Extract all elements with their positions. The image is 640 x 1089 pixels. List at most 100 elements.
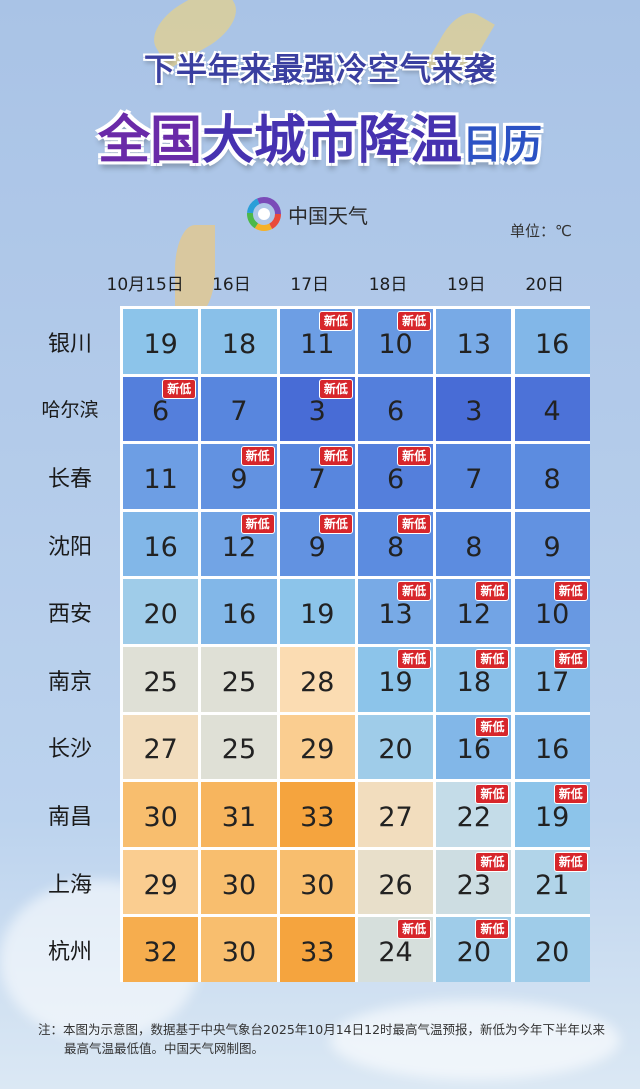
- new-low-badge: 新低: [475, 851, 510, 872]
- temperature-value: 20: [456, 937, 492, 969]
- temperature-value: 8: [543, 463, 561, 495]
- temperature-value: 8: [386, 531, 405, 563]
- city-label: 上海: [47, 872, 92, 898]
- china-weather-pinwheel-icon: [247, 197, 281, 231]
- temperature-cell: 27: [357, 782, 434, 847]
- temperature-value: 7: [230, 396, 248, 428]
- temperature-value: 3: [465, 396, 483, 428]
- temperature-cell: 30: [201, 917, 277, 982]
- city-label: 南京: [47, 669, 92, 695]
- city-label: 西安: [47, 602, 92, 628]
- temperature-cell: 21 新低: [514, 849, 590, 915]
- temperature-value: 29: [143, 869, 178, 901]
- new-low-badge: 新低: [397, 581, 432, 602]
- temperature-value: 6: [386, 463, 405, 495]
- new-low-badge: 新低: [553, 851, 588, 872]
- leaf-decoration: [175, 225, 215, 315]
- temperature-cell: 31: [201, 782, 277, 847]
- temperature-cell: 16: [514, 714, 590, 780]
- footnote: 注：本图为示意图，数据基于中央气象台2025年10月14日12时最高气温预报，新…: [38, 1022, 606, 1056]
- temperature-value: 16: [534, 328, 570, 360]
- temperature-grid: 19 18 11 新低 10 新低 13 16 6 新低 7 3 新低 6 3 4 11 9 新低 7 新低 6 新低 7 8 1…: [120, 306, 590, 982]
- temperature-cell: 7: [201, 376, 277, 442]
- title-part: 全国: [97, 111, 202, 171]
- temperature-value: 7: [465, 463, 483, 495]
- temperature-value: 33: [300, 801, 335, 833]
- temperature-value: 25: [143, 666, 178, 698]
- new-low-badge: 新低: [475, 716, 510, 737]
- temperature-value: 6: [152, 396, 170, 428]
- temperature-cell: 26: [357, 849, 434, 915]
- temperature-value: 26: [378, 869, 413, 901]
- temperature-value: 29: [300, 734, 335, 766]
- city-label: 杭州: [47, 940, 92, 966]
- temperature-cell: 9 新低: [279, 511, 355, 577]
- temperature-cell: 19 新低: [357, 647, 434, 712]
- new-low-badge: 新低: [553, 784, 588, 805]
- temperature-cell: 11: [123, 444, 199, 509]
- temperature-value: 19: [378, 666, 413, 698]
- temperature-cell: 18: [201, 309, 277, 374]
- temperature-value: 21: [534, 869, 570, 901]
- temperature-cell: 30: [279, 849, 355, 915]
- temperature-cell: 16: [201, 579, 277, 644]
- temperature-cell: 25: [201, 714, 277, 780]
- temperature-cell: 20: [514, 917, 590, 982]
- new-low-badge: 新低: [475, 919, 510, 940]
- temperature-value: 17: [534, 666, 570, 698]
- temperature-cell: 10 新低: [357, 309, 434, 374]
- temperature-value: 30: [143, 801, 178, 833]
- temperature-value: 19: [534, 801, 570, 833]
- temperature-cell: 3 新低: [279, 376, 355, 442]
- new-low-badge: 新低: [318, 446, 353, 467]
- temperature-value: 18: [456, 666, 492, 698]
- new-low-badge: 新低: [397, 446, 432, 467]
- new-low-badge: 新低: [475, 649, 510, 669]
- new-low-badge: 新低: [475, 784, 510, 805]
- temperature-value: 13: [378, 599, 413, 631]
- title-line1: 下半年来最强冷空气来袭: [144, 52, 496, 88]
- temperature-cell: 9 新低: [201, 444, 277, 509]
- temperature-value: 19: [300, 599, 335, 631]
- title-part: 大城市降温: [202, 111, 463, 171]
- temperature-cell: 6 新低: [357, 444, 434, 509]
- temperature-value: 11: [143, 463, 178, 495]
- new-low-badge: 新低: [397, 311, 432, 331]
- temperature-cell: 30: [201, 849, 277, 915]
- temperature-value: 24: [378, 937, 413, 969]
- temperature-value: 18: [221, 328, 257, 360]
- temperature-cell: 8: [514, 444, 590, 509]
- logo-text: 中国天气: [288, 203, 368, 228]
- temperature-value: 25: [221, 734, 257, 766]
- temperature-value: 10: [378, 328, 413, 360]
- temperature-value: 20: [143, 599, 178, 631]
- temperature-cell: 19: [279, 579, 355, 644]
- temperature-value: 32: [143, 937, 178, 969]
- temperature-cell: 24 新低: [357, 917, 434, 982]
- new-low-badge: 新低: [318, 378, 353, 399]
- column-header: 18日: [368, 275, 408, 295]
- temperature-cell: 20 新低: [436, 917, 512, 982]
- column-header: 16日: [212, 275, 251, 295]
- temperature-cell: 20: [123, 579, 199, 644]
- temperature-cell: 30: [123, 782, 199, 847]
- temperature-cell: 6: [357, 376, 434, 442]
- unit-label: 单位：℃: [510, 222, 572, 240]
- temperature-value: 4: [543, 396, 561, 428]
- temperature-cell: 13: [436, 309, 512, 374]
- temperature-cell: 16: [123, 511, 199, 577]
- new-low-badge: 新低: [553, 649, 588, 669]
- temperature-cell: 12 新低: [436, 579, 512, 644]
- city-label: 南昌: [47, 805, 92, 830]
- new-low-badge: 新低: [240, 513, 275, 534]
- temperature-value: 6: [386, 396, 405, 428]
- temperature-cell: 33: [279, 782, 355, 847]
- temperature-cell: 32: [123, 917, 199, 982]
- temperature-cell: 9: [514, 511, 590, 577]
- city-label: 长沙: [47, 737, 92, 763]
- city-label: 哈尔滨: [41, 399, 99, 422]
- temperature-value: 27: [378, 801, 413, 833]
- temperature-value: 10: [534, 599, 570, 631]
- new-low-badge: 新低: [397, 649, 432, 669]
- temperature-value: 33: [300, 937, 335, 969]
